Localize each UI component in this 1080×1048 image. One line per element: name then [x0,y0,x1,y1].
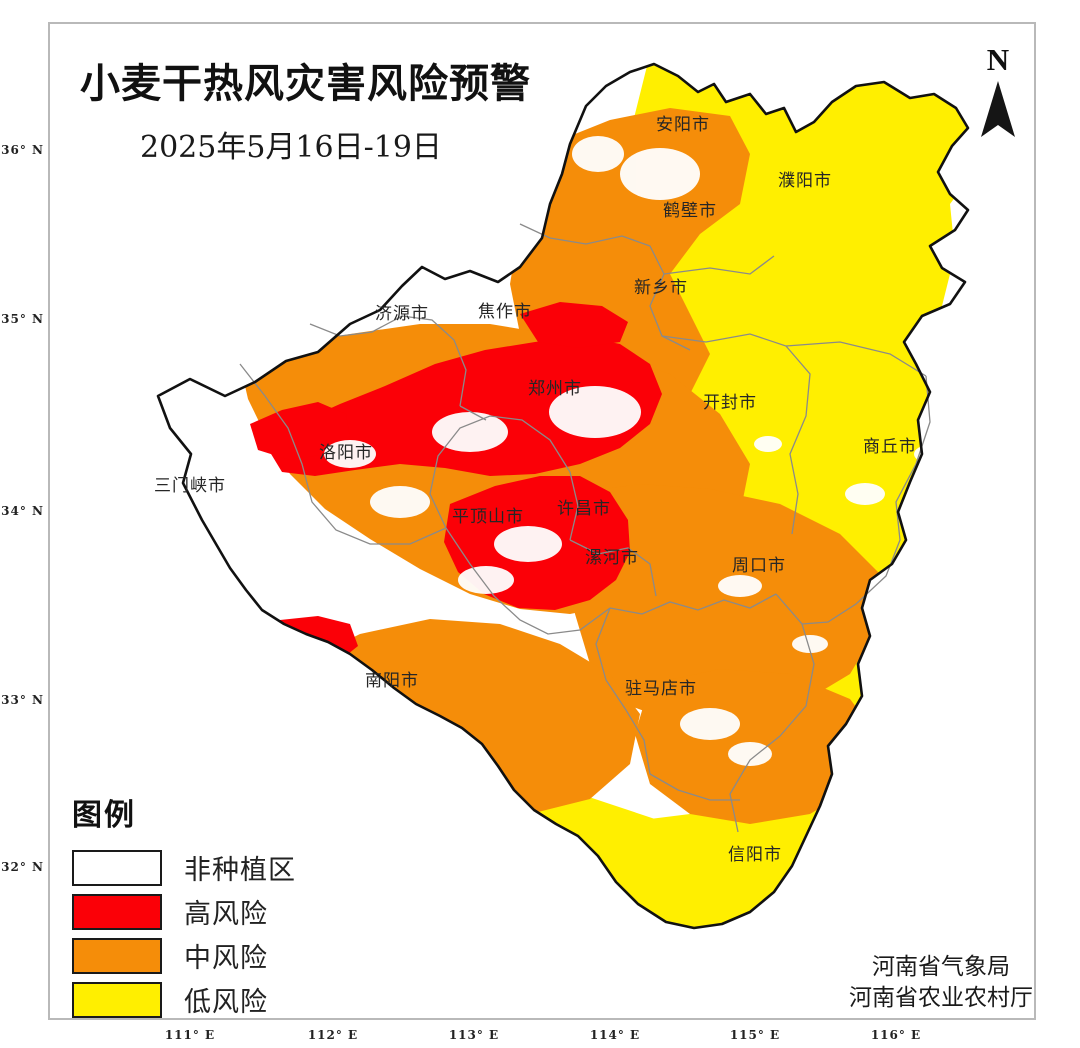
city-label-11[interactable]: 平顶山市 [452,507,524,527]
north-label: N [986,42,1010,77]
city-label-0[interactable]: 安阳市 [656,115,710,135]
city-label-4[interactable]: 济源市 [375,304,429,324]
longitude-tick-113: 113° E [448,1028,500,1042]
latitude-tick-35: 35° N [1,312,44,326]
legend-label-3: 低风险 [184,987,268,1018]
city-label-1[interactable]: 濮阳市 [778,171,832,191]
city-label-10[interactable]: 三门峡市 [154,476,226,496]
longitude-tick-111: 111° E [164,1028,216,1042]
legend-item-1[interactable]: 高风险 [72,892,332,931]
city-label-8[interactable]: 商丘市 [863,437,917,457]
legend-items: 非种植区高风险中风险低风险 [72,848,332,1019]
province-outline [156,62,970,930]
city-label-13[interactable]: 漯河市 [585,548,639,568]
city-label-5[interactable]: 焦作市 [478,302,532,322]
longitude-tick-116: 116° E [870,1028,922,1042]
legend-title: 图例 [72,798,136,833]
city-label-7[interactable]: 开封市 [703,393,757,413]
latitude-tick-33: 33° N [1,693,44,707]
attribution: 河南省气象局 河南省农业农村厅 [846,952,1036,1014]
legend-label-1: 高风险 [184,899,268,930]
legend-swatch-1 [72,893,162,930]
legend-item-3[interactable]: 低风险 [72,980,332,1019]
city-label-9[interactable]: 洛阳市 [319,443,373,463]
longitude-tick-115: 115° E [729,1028,781,1042]
legend-label-2: 中风险 [184,943,268,974]
latitude-tick-34: 34° N [1,504,44,518]
city-label-15[interactable]: 南阳市 [365,671,419,691]
map-frame: 安阳市濮阳市鹤壁市新乡市济源市 焦作市郑州市开封市商丘市 洛阳市三门峡市平顶山市 许昌… [48,22,1036,1020]
legend-swatch-0 [72,849,162,886]
cropmask-speckle [294,136,946,766]
city-label-14[interactable]: 周口市 [732,556,786,576]
prefecture-boundaries [239,223,931,833]
legend-swatch-3 [72,981,162,1018]
longitude-tick-114: 114° E [589,1028,641,1042]
attribution-line-1: 河南省气象局 [872,954,1010,980]
latitude-tick-32: 32° N [1,860,44,874]
city-label-17[interactable]: 信阳市 [728,845,782,865]
city-label-6[interactable]: 郑州市 [528,379,582,399]
legend: 图例 非种植区高风险中风险低风险 [72,790,332,1024]
legend-item-2[interactable]: 中风险 [72,936,332,975]
city-label-12[interactable]: 许昌市 [557,499,611,519]
city-label-3[interactable]: 新乡市 [634,278,688,298]
city-label-2[interactable]: 鹤壁市 [663,201,717,221]
city-label-16[interactable]: 驻马店市 [625,679,697,699]
legend-label-0: 非种植区 [184,855,296,886]
attribution-line-2: 河南省农业农村厅 [849,985,1033,1012]
north-arrow-icon [981,81,1015,137]
latitude-tick-36: 36° N [1,143,44,157]
legend-swatch-2 [72,937,162,974]
north-arrow: N [968,44,1028,144]
legend-item-0[interactable]: 非种植区 [72,848,332,887]
longitude-tick-112: 112° E [307,1028,359,1042]
